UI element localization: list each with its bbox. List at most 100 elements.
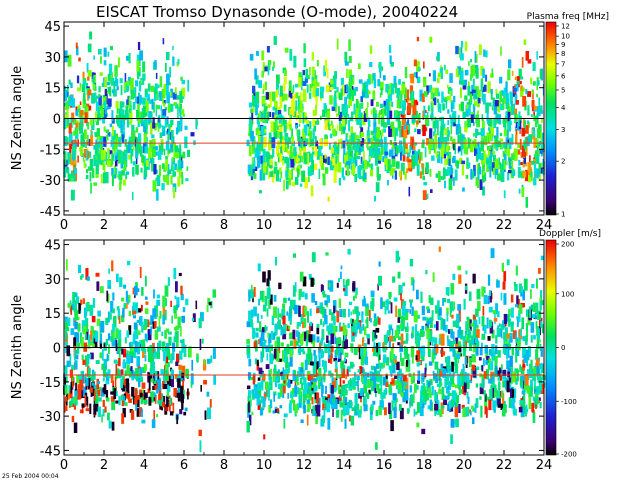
- echo-point: [166, 328, 170, 333]
- echo-point: [265, 142, 268, 146]
- echo-point: [397, 317, 401, 323]
- echo-point: [73, 422, 78, 433]
- echo-point: [87, 134, 89, 142]
- echo-point: [310, 277, 314, 287]
- x-tick-label: 0: [60, 458, 68, 473]
- echo-point: [450, 341, 455, 348]
- echo-point: [413, 142, 418, 146]
- echo-point: [416, 164, 420, 176]
- echo-point: [258, 298, 261, 306]
- echo-point: [83, 386, 87, 397]
- echo-point: [464, 147, 469, 155]
- echo-point: [324, 315, 328, 325]
- echo-point: [466, 391, 469, 399]
- echo-point: [139, 267, 142, 278]
- echo-point: [248, 144, 252, 157]
- echo-point: [248, 358, 252, 367]
- echo-point: [301, 155, 303, 163]
- echo-point: [486, 159, 489, 165]
- echo-point: [511, 347, 514, 356]
- echo-point: [496, 327, 501, 337]
- echo-point: [298, 112, 302, 123]
- echo-point: [451, 383, 455, 388]
- echo-point: [64, 406, 68, 411]
- echo-point: [195, 118, 198, 130]
- echo-point: [135, 395, 140, 400]
- echo-point: [142, 347, 145, 358]
- echo-point: [98, 95, 102, 106]
- echo-point: [165, 62, 167, 72]
- echo-point: [302, 389, 307, 401]
- echo-point: [535, 349, 539, 360]
- echo-point: [394, 375, 398, 379]
- echo-point: [475, 95, 477, 99]
- echo-point: [87, 43, 92, 53]
- echo-point: [383, 128, 386, 133]
- echo-point: [309, 67, 311, 76]
- echo-point: [74, 132, 79, 140]
- echo-point: [207, 407, 211, 420]
- echo-point: [405, 360, 409, 367]
- echo-point: [475, 345, 479, 356]
- echo-point: [120, 157, 125, 165]
- echo-point: [364, 172, 367, 180]
- echo-point: [493, 388, 498, 398]
- echo-point: [449, 114, 451, 120]
- echo-point: [287, 297, 291, 301]
- echo-point: [404, 171, 407, 180]
- echo-point: [332, 395, 336, 402]
- echo-point: [101, 104, 105, 108]
- echo-point: [67, 96, 71, 102]
- echo-point: [479, 347, 483, 356]
- echo-point: [111, 118, 115, 124]
- echo-point: [170, 369, 174, 380]
- echo-point: [342, 140, 346, 149]
- echo-point: [397, 271, 401, 279]
- echo-point: [151, 98, 154, 110]
- echo-point: [135, 400, 138, 411]
- echo-point: [388, 384, 392, 393]
- echo-point: [438, 388, 442, 395]
- echo-point: [378, 275, 382, 286]
- echo-point: [525, 197, 528, 208]
- echo-point: [169, 66, 172, 78]
- echo-point: [292, 399, 296, 411]
- echo-point: [293, 151, 297, 163]
- echo-point: [283, 324, 286, 335]
- echo-point: [486, 317, 489, 329]
- echo-point: [88, 151, 92, 158]
- echo-point: [292, 166, 295, 171]
- echo-point: [463, 381, 467, 393]
- echo-point: [135, 154, 138, 165]
- echo-point: [435, 373, 439, 384]
- echo-point: [73, 337, 77, 348]
- echo-point: [163, 102, 166, 107]
- echo-point: [156, 326, 161, 332]
- echo-point: [482, 171, 486, 176]
- echo-point: [538, 163, 541, 174]
- echo-point: [464, 69, 469, 76]
- echo-point: [467, 329, 472, 339]
- echo-point: [299, 333, 304, 344]
- echo-point: [323, 321, 325, 326]
- echo-point: [283, 146, 288, 152]
- echo-point: [311, 252, 316, 263]
- echo-point: [375, 155, 378, 166]
- echo-point: [349, 158, 353, 165]
- echo-point: [309, 84, 312, 92]
- echo-point: [111, 153, 114, 161]
- echo-point: [85, 175, 89, 179]
- echo-point: [384, 122, 388, 128]
- echo-point: [429, 73, 431, 77]
- echo-point: [413, 408, 416, 417]
- echo-point: [180, 154, 184, 159]
- echo-point: [392, 276, 396, 283]
- echo-point: [99, 286, 104, 293]
- echo-point: [458, 326, 462, 335]
- echo-point: [164, 375, 169, 381]
- echo-point: [68, 122, 72, 134]
- echo-point: [421, 93, 425, 103]
- echo-point: [426, 193, 429, 200]
- echo-point: [442, 368, 447, 378]
- echo-point: [143, 390, 146, 400]
